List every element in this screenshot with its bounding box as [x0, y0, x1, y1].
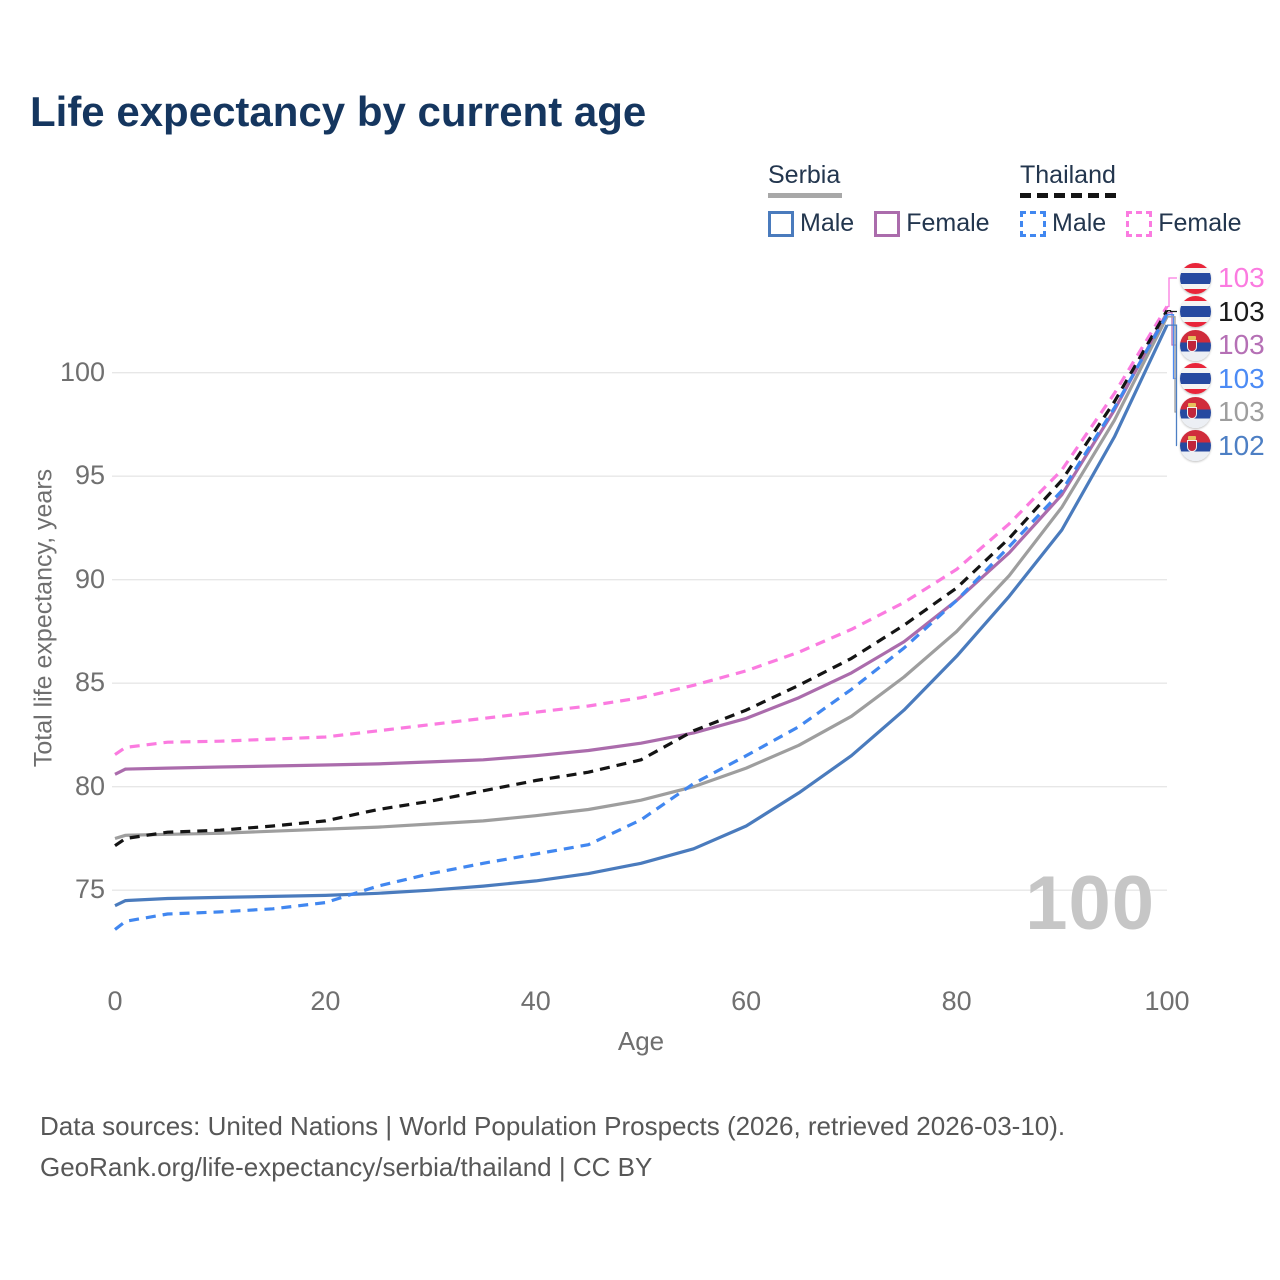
y-tick-90: 90	[74, 563, 105, 594]
label-connector	[1167, 277, 1177, 308]
serbia-flag-icon	[1180, 430, 1211, 461]
label-connector	[1167, 324, 1178, 447]
y-tick-100: 100	[59, 356, 105, 387]
legend-label: Female	[906, 209, 990, 237]
y-tick-85: 85	[74, 667, 105, 698]
legend-item-thailand-male[interactable]: Male	[1020, 209, 1106, 238]
x-tick-80: 80	[941, 986, 972, 1016]
series-line-serbia-male[interactable]	[114, 324, 1169, 908]
x-tick-40: 40	[520, 986, 551, 1016]
x-axis-title: Age	[617, 1026, 665, 1056]
x-tick-0: 0	[107, 986, 123, 1016]
legend-group-serbia: Serbia Male Female	[768, 161, 990, 238]
x-tick-60: 60	[731, 986, 762, 1016]
thailand-flag-icon	[1180, 363, 1211, 394]
legend-title-serbia: Serbia	[768, 161, 841, 189]
series-line-thailand-male[interactable]	[114, 313, 1169, 931]
page-title: Life expectancy by current age	[30, 88, 647, 135]
x-tick-20: 20	[310, 986, 341, 1016]
label-connector	[1167, 309, 1177, 313]
thailand-flag-icon	[1180, 296, 1211, 327]
thailand-female-swatch-icon[interactable]	[1126, 210, 1153, 237]
footer: Data sources: United Nations | World Pop…	[40, 1106, 1065, 1188]
serbia-male-swatch-icon[interactable]	[768, 210, 794, 237]
legend-underline-serbia-solid	[768, 193, 842, 198]
y-tick-95: 95	[74, 460, 105, 491]
series-line-serbia-female[interactable]	[114, 311, 1169, 776]
age-watermark: 100	[1025, 861, 1155, 946]
legend-label: Female	[1158, 209, 1242, 237]
thailand-male-swatch-icon[interactable]	[1020, 210, 1046, 237]
legend-group-thailand: Thailand Male Female	[1020, 161, 1242, 238]
end-value-label-thailand: 103	[1218, 295, 1265, 327]
y-tick-75: 75	[74, 874, 105, 905]
end-value-label-serbia-male: 102	[1218, 429, 1265, 461]
legend-item-serbia-female[interactable]: Female	[874, 209, 990, 238]
legend-item-thailand-female[interactable]: Female	[1126, 209, 1242, 238]
end-value-label-thailand-male: 103	[1218, 362, 1265, 394]
legend-title-thailand: Thailand	[1020, 161, 1116, 189]
thailand-flag-icon	[1180, 262, 1211, 294]
serbia-female-swatch-icon[interactable]	[874, 210, 901, 237]
series-line-thailand-female[interactable]	[114, 305, 1169, 756]
y-tick-80: 80	[74, 770, 105, 801]
end-value-label-thailand-female: 103	[1218, 262, 1265, 293]
series-line-serbia[interactable]	[114, 316, 1169, 841]
serbia-flag-icon	[1180, 396, 1211, 428]
data-sources-line: Data sources: United Nations | World Pop…	[40, 1111, 1066, 1141]
serbia-flag-icon	[1180, 329, 1211, 361]
end-value-label-serbia: 103	[1218, 396, 1265, 427]
y-axis-title: Total life expectancy, years	[29, 468, 58, 768]
legend-label: Male	[800, 209, 855, 237]
legend-underline-thailand-dashed	[1020, 193, 1119, 198]
end-value-label-serbia-female: 103	[1218, 329, 1265, 360]
legend-item-serbia-male[interactable]: Male	[768, 209, 854, 238]
x-tick-100: 100	[1144, 986, 1190, 1016]
legend-label: Male	[1052, 209, 1107, 237]
attribution-line: GeoRank.org/life-expectancy/serbia/thail…	[40, 1152, 653, 1182]
